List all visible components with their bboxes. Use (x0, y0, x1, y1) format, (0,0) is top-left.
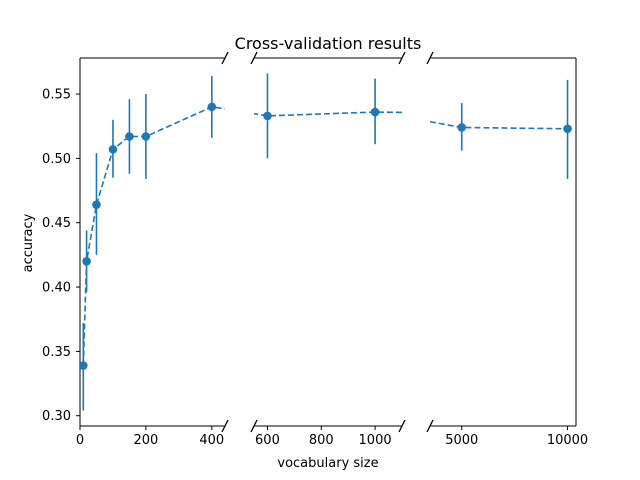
x-tick-label-1-0: 600 (255, 433, 280, 448)
axis-break-mark-1-1 (250, 419, 258, 433)
data-point-7 (263, 111, 272, 121)
axis-break-mark-0-1 (221, 419, 229, 433)
data-point-1 (82, 257, 91, 266)
x-tick-label-0-0: 0 (76, 433, 84, 448)
axis-break-mark-0-0 (221, 51, 229, 65)
axis-break-mark-3-1 (426, 419, 434, 433)
y-tick-label-4: 0.50 (42, 152, 71, 167)
data-point-2 (92, 200, 101, 209)
chart-title: Cross-validation results (235, 34, 422, 53)
x-tick-label-1-2: 1000 (359, 433, 392, 448)
x-tick-label-0-1: 200 (133, 433, 158, 448)
axis-break-mark-2-0 (398, 51, 406, 65)
y-tick-label-5: 0.55 (42, 88, 71, 103)
data-point-9 (457, 123, 467, 132)
y-tick-label-3: 0.45 (42, 216, 71, 231)
x-tick-label-2-1: 10000 (547, 433, 588, 448)
axis-break-mark-3-0 (426, 51, 434, 65)
x-tick-label-0-2: 400 (199, 433, 224, 448)
y-tick-label-2: 0.40 (42, 281, 71, 296)
x-axis-label: vocabulary size (277, 456, 378, 471)
data-point-5 (141, 132, 151, 141)
plot-area: 0.30 0.35 0.40 0.45 0.50 0.55 0 200 400 600 800 100… (42, 51, 588, 448)
y-tick-label-1: 0.35 (42, 345, 71, 360)
x-tick-label-2-0: 5000 (445, 433, 478, 448)
data-point-8 (370, 107, 380, 117)
y-axis-label: accuracy (21, 213, 36, 272)
data-point-10 (563, 124, 572, 134)
data-point-3 (108, 145, 118, 154)
data-point-4 (125, 132, 134, 141)
x-tick-label-1-1: 800 (309, 433, 334, 448)
axis-break-mark-2-1 (398, 419, 406, 433)
data-point-0 (80, 361, 88, 370)
y-tick-label-0: 0.30 (42, 409, 71, 424)
axis-break-mark-1-0 (250, 51, 258, 65)
data-point-6 (207, 102, 217, 112)
